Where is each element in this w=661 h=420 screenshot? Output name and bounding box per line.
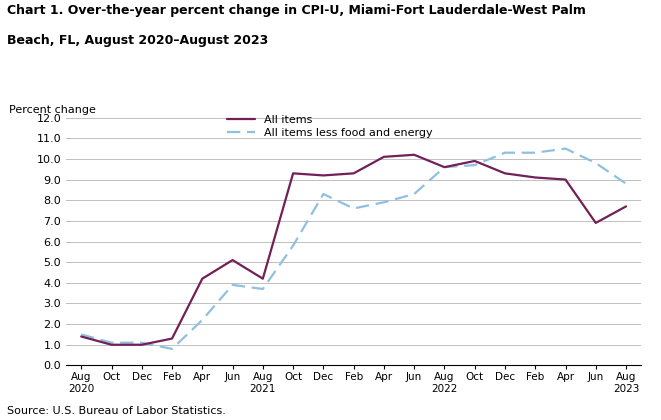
All items [410,152,418,158]
All items less food and energy [289,243,297,248]
All items less food and energy [108,340,116,345]
All items [289,171,297,176]
All items less food and energy [380,200,388,205]
All items less food and energy [531,150,539,155]
All items less food and energy [319,192,327,197]
Text: Beach, FL, August 2020–August 2023: Beach, FL, August 2020–August 2023 [7,34,268,47]
Text: Percent change: Percent change [9,105,95,115]
All items [562,177,570,182]
All items less food and energy [501,150,509,155]
Legend: All items, All items less food and energy: All items, All items less food and energ… [227,115,432,138]
All items less food and energy [410,192,418,197]
All items [137,342,145,347]
All items less food and energy [259,286,267,291]
All items [592,220,600,226]
All items [259,276,267,281]
All items less food and energy [198,318,206,323]
All items less food and energy [350,206,358,211]
All items [108,342,116,347]
All items [440,165,448,170]
All items [501,171,509,176]
All items [229,257,237,262]
All items less food and energy [622,181,630,186]
All items less food and energy [168,346,176,352]
All items [168,336,176,341]
All items less food and energy [77,332,85,337]
All items less food and energy [562,146,570,151]
Text: Chart 1. Over-the-year percent change in CPI-U, Miami-Fort Lauderdale-West Palm: Chart 1. Over-the-year percent change in… [7,4,586,17]
All items less food and energy [440,165,448,170]
All items [198,276,206,281]
All items [471,158,479,163]
All items [77,334,85,339]
All items less food and energy [229,282,237,287]
All items [531,175,539,180]
All items less food and energy [592,160,600,165]
All items less food and energy [471,163,479,168]
All items less food and energy [137,340,145,345]
All items [622,204,630,209]
All items [319,173,327,178]
Text: Source: U.S. Bureau of Labor Statistics.: Source: U.S. Bureau of Labor Statistics. [7,406,225,416]
All items [380,154,388,159]
Line: All items less food and energy: All items less food and energy [81,149,626,349]
Line: All items: All items [81,155,626,345]
All items [350,171,358,176]
